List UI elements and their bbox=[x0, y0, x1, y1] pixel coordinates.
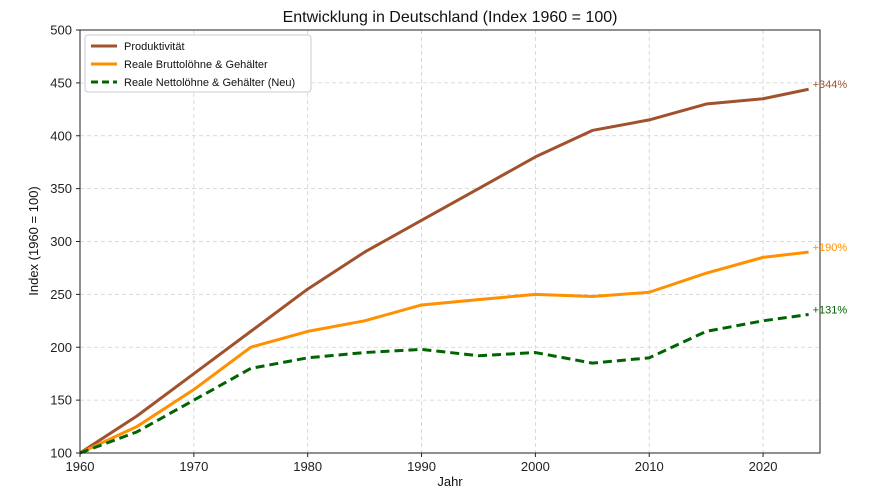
series-end-label: +190% bbox=[813, 242, 848, 254]
legend-label: Reale Nettolöhne & Gehälter (Neu) bbox=[124, 77, 295, 89]
tick-layer: 1960 1970 1980 1990 2000 2010 2020 100 150 200 250… bbox=[50, 23, 777, 475]
legend-label: Reale Bruttolöhne & Gehälter bbox=[124, 59, 268, 71]
y-tick-label: 200 bbox=[50, 340, 72, 355]
series-line-2 bbox=[79, 250, 809, 455]
end-label-layer: +344% +190% +131% bbox=[813, 79, 848, 316]
series-end-label: +131% bbox=[813, 304, 848, 316]
y-tick-label: 400 bbox=[50, 128, 72, 143]
series-end-label: +344% bbox=[813, 79, 848, 91]
y-tick-label: 350 bbox=[50, 181, 72, 196]
series-layer bbox=[79, 87, 809, 455]
grid-layer bbox=[79, 29, 820, 454]
plot-frame bbox=[79, 29, 821, 454]
legend-box bbox=[84, 34, 312, 93]
y-tick-label: 300 bbox=[50, 234, 72, 249]
x-tick-label: 1990 bbox=[407, 459, 436, 474]
y-tick-label: 150 bbox=[50, 393, 72, 408]
y-tick-label: 100 bbox=[50, 446, 72, 461]
x-tick-label: 1970 bbox=[179, 459, 208, 474]
x-tick-label: 1980 bbox=[293, 459, 322, 474]
y-axis-title: Index (1960 = 100) bbox=[26, 186, 41, 296]
legend-label: Produktivität bbox=[124, 41, 185, 53]
x-axis-title: Jahr bbox=[437, 474, 463, 489]
y-tick-label: 450 bbox=[50, 75, 72, 90]
chart-title: Entwicklung in Deutschland (Index 1960 =… bbox=[283, 9, 618, 26]
series-line-3 bbox=[79, 312, 809, 455]
x-tick-label: 2000 bbox=[521, 459, 550, 474]
x-tick-label: 2010 bbox=[635, 459, 664, 474]
x-tick-label: 2020 bbox=[749, 459, 778, 474]
y-tick-label: 500 bbox=[50, 23, 72, 38]
y-tick-label: 250 bbox=[50, 287, 72, 302]
x-tick-label: 1960 bbox=[66, 459, 95, 474]
series-line-1 bbox=[79, 87, 809, 455]
legend: Produktivität Reale Bruttolöhne & Gehälte… bbox=[84, 34, 312, 93]
